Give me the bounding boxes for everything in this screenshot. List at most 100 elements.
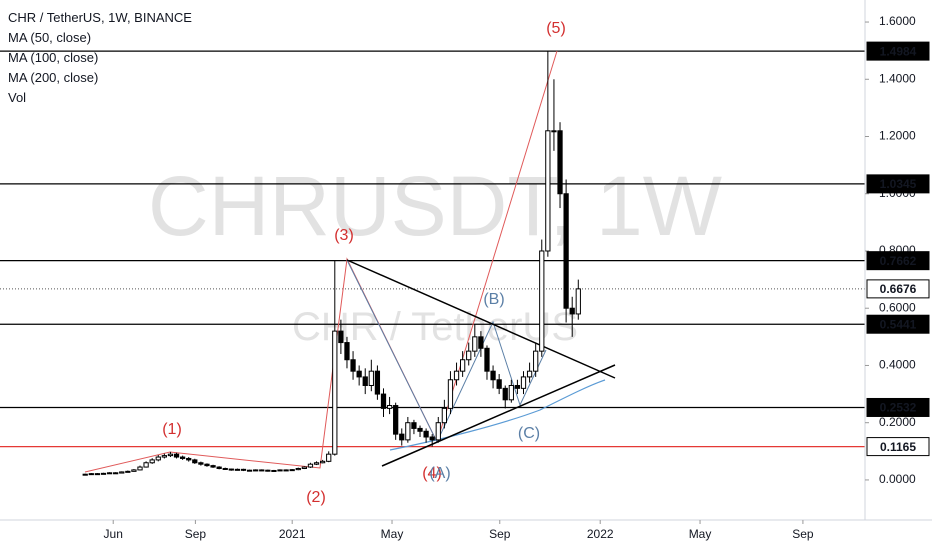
candle-body bbox=[453, 370, 460, 381]
candle-body bbox=[356, 370, 362, 378]
level-label: 0.5441 bbox=[880, 317, 917, 331]
title: CHR / TetherUS, 1W, BINANCE bbox=[8, 10, 192, 25]
candle-body bbox=[289, 469, 295, 472]
candle-body bbox=[551, 130, 557, 133]
candle-body bbox=[234, 468, 241, 471]
candle-body bbox=[344, 342, 350, 361]
candle-body bbox=[338, 330, 344, 344]
candle-body bbox=[271, 469, 277, 472]
candle-body bbox=[228, 468, 234, 471]
y-tick-label: 1.2000 bbox=[879, 129, 916, 143]
candle-body bbox=[210, 465, 216, 468]
candle-body bbox=[386, 405, 393, 409]
indicator: MA (50, close) bbox=[8, 30, 91, 45]
candle-body bbox=[423, 430, 429, 438]
candle-body bbox=[539, 250, 545, 352]
candle-body bbox=[204, 463, 210, 467]
candle-body bbox=[198, 462, 204, 465]
triangle-line bbox=[346, 259, 616, 379]
x-tick-label: May bbox=[689, 527, 712, 541]
candle-body bbox=[326, 453, 332, 462]
header: CHR / TetherUS, 1W, BINANCE MA (50, clos… bbox=[8, 10, 192, 105]
candle-body bbox=[259, 469, 265, 472]
levels bbox=[0, 50, 865, 448]
x-tick-label: Sep bbox=[185, 527, 207, 541]
candle-body bbox=[149, 459, 155, 464]
candle-body bbox=[137, 466, 143, 471]
candle-body bbox=[319, 460, 326, 464]
x-tick-label: Sep bbox=[489, 527, 511, 541]
candle-body bbox=[545, 130, 551, 252]
annotation: (1) bbox=[162, 421, 182, 438]
candle-body bbox=[447, 379, 454, 409]
candle-body bbox=[393, 405, 399, 435]
x-tick-label: May bbox=[381, 527, 404, 541]
candle-body bbox=[429, 436, 435, 441]
triangle-line bbox=[381, 364, 616, 467]
candle-body bbox=[265, 469, 271, 472]
candle-body bbox=[575, 288, 581, 315]
candle-body bbox=[484, 347, 490, 372]
ma-line bbox=[389, 379, 606, 451]
candle-body bbox=[557, 130, 563, 195]
x-tick-label: 2021 bbox=[279, 527, 306, 541]
candle-body bbox=[295, 467, 301, 471]
candle-body bbox=[186, 457, 192, 461]
level-box bbox=[866, 279, 930, 299]
candle-body bbox=[106, 472, 113, 475]
candle-body bbox=[131, 469, 137, 472]
x-tick-label: Jun bbox=[104, 527, 123, 541]
candle-body bbox=[100, 472, 107, 475]
candle-body bbox=[563, 193, 569, 309]
candle-body bbox=[119, 471, 125, 474]
candle-body bbox=[514, 384, 521, 389]
y-tick-label: 0.4000 bbox=[879, 358, 916, 372]
candle-body bbox=[94, 473, 101, 476]
candle-body bbox=[253, 469, 259, 472]
y-tick-label: 0.0000 bbox=[879, 472, 916, 486]
x-tick-label: Sep bbox=[792, 527, 814, 541]
candle-body bbox=[569, 307, 575, 315]
annotation: (4) bbox=[422, 465, 442, 482]
candle-body bbox=[246, 469, 253, 472]
annotation: (2) bbox=[306, 489, 326, 506]
candle-body bbox=[216, 466, 222, 469]
y-tick-label: 0.2000 bbox=[879, 415, 916, 429]
candle-body bbox=[161, 455, 167, 458]
x-tick-label: 2022 bbox=[587, 527, 614, 541]
candle-body bbox=[490, 370, 496, 381]
candle-body bbox=[520, 376, 527, 389]
candle-body bbox=[441, 407, 448, 424]
y-tick-label: 0.6000 bbox=[879, 300, 916, 314]
level-box bbox=[866, 437, 930, 457]
candle-body bbox=[405, 422, 411, 441]
candle-body bbox=[313, 462, 320, 465]
candle-body bbox=[502, 387, 508, 401]
candle-body bbox=[350, 359, 356, 372]
candle-body bbox=[435, 422, 441, 441]
candle-body bbox=[526, 370, 533, 378]
candle-body bbox=[478, 336, 484, 349]
level-box bbox=[866, 397, 930, 417]
indicator: MA (100, close) bbox=[8, 50, 98, 65]
level-box bbox=[866, 41, 930, 61]
y-tick-label: 1.6000 bbox=[879, 14, 916, 28]
candle-body bbox=[167, 453, 174, 457]
candle-body bbox=[277, 469, 283, 472]
candle-body bbox=[179, 456, 186, 459]
y-tick-label: 1.4000 bbox=[879, 71, 916, 85]
annotation: (A) bbox=[429, 465, 450, 482]
level-box bbox=[866, 251, 930, 271]
candle-body bbox=[362, 376, 368, 386]
level-label: 0.7662 bbox=[880, 254, 917, 268]
candle-body bbox=[533, 350, 539, 372]
candle-body bbox=[173, 453, 180, 458]
candle-body bbox=[472, 336, 478, 352]
candle-body bbox=[113, 472, 119, 475]
annotations: (1) (2) (3) (4)(A) (5) (B) (C) bbox=[162, 20, 566, 506]
indicator: MA (200, close) bbox=[8, 70, 98, 85]
candle-body bbox=[508, 384, 514, 401]
level-box bbox=[866, 314, 930, 334]
